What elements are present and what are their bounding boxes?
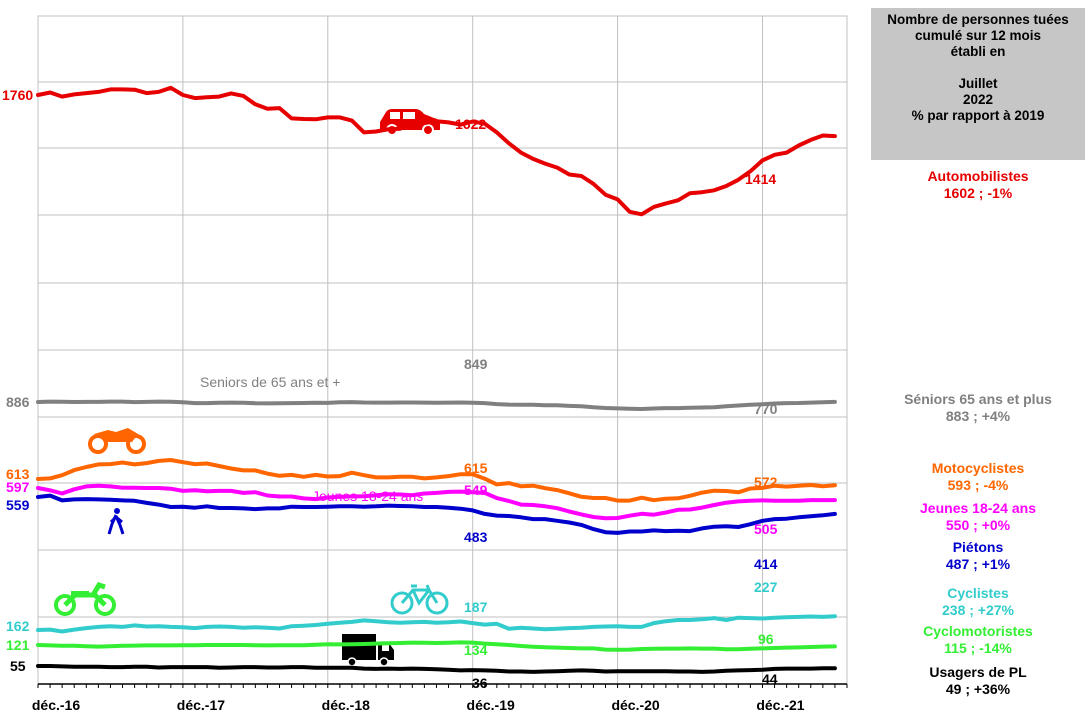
info-line-1: Nombre de personnes tuées — [887, 12, 1069, 27]
x-axis: déc.-16 déc.-17 déc.-18 déc.-19 déc.-20 déc.-… — [32, 683, 848, 713]
data-label-auto: 1760 — [2, 87, 33, 103]
data-label-jeunes: 505 — [754, 521, 778, 537]
legend-motocyclistes: Motocyclistes 593 ; -4% — [871, 460, 1085, 494]
truck-icon — [342, 634, 394, 667]
data-label-seniors: 849 — [464, 356, 488, 372]
legend-pietons: Piétons 487 ; +1% — [871, 539, 1085, 573]
data-label-cyclistes: 162 — [6, 618, 30, 634]
pedestrian-icon — [107, 508, 125, 535]
x-tick-label: déc.-16 — [32, 697, 80, 713]
chart-series — [36, 85, 837, 674]
legend-name: Cyclistes — [947, 585, 1009, 601]
info-line-6: % par rapport à 2019 — [911, 108, 1045, 123]
data-label-cyclistes: 227 — [754, 579, 778, 595]
data-label-jeunes: 549 — [464, 482, 488, 498]
data-label-moto: 615 — [464, 460, 488, 476]
x-tick-label: déc.-17 — [177, 697, 225, 713]
data-label-cyclo: 134 — [464, 642, 488, 658]
info-line-2: cumulé sur 12 mois — [914, 28, 1042, 43]
series-line-jeunes — [36, 483, 837, 521]
legend-value: 550 ; +0% — [945, 517, 1011, 533]
legend-name: Jeunes 18-24 ans — [920, 500, 1036, 516]
data-label-cyclo: 96 — [758, 631, 774, 647]
bicycle-icon — [390, 584, 449, 615]
data-label-moto: 613 — [6, 466, 30, 482]
series-line-pl — [36, 664, 837, 674]
info-spacer — [871, 60, 1085, 76]
data-label-cyclo: 121 — [6, 637, 30, 653]
legend-usagers-pl: Usagers de PL 49 ; +36% — [871, 664, 1085, 698]
data-label-auto: 1622 — [455, 116, 486, 132]
line-chart: 1760 1622 1414 886 849 770 613 615 572 597 549 505 5… — [2, 15, 848, 713]
legend-name: Séniors 65 ans et plus — [904, 391, 1052, 407]
legend-value: 49 ; +36% — [945, 681, 1011, 697]
legend-value: 593 ; -4% — [947, 477, 1009, 493]
x-tick-label: déc.-19 — [467, 697, 515, 713]
data-label-moto: 572 — [754, 474, 778, 490]
data-label-seniors: 886 — [6, 394, 30, 410]
legend-name: Piétons — [952, 539, 1004, 555]
data-label-pietons: 483 — [464, 529, 488, 545]
x-tick-label: déc.-18 — [322, 697, 370, 713]
legend-name: Motocyclistes — [931, 460, 1025, 476]
data-label-seniors: 770 — [754, 401, 778, 417]
data-label-auto: 1414 — [745, 171, 776, 187]
legend-cyclomotoristes: Cyclomotoristes 115 ; -14% — [871, 623, 1085, 657]
legend-automobilistes: Automobilistes 1602 ; -1% — [871, 168, 1085, 202]
series-line-pietons — [36, 493, 837, 535]
series-line-seniors — [36, 399, 837, 411]
data-label-pietons: 414 — [754, 556, 778, 572]
series-line-cyclistes — [36, 614, 837, 634]
motorcycle-icon — [88, 428, 146, 454]
series-line-auto — [36, 85, 837, 217]
data-label-pl: 44 — [762, 671, 778, 687]
info-year: 2022 — [962, 92, 994, 107]
moped-icon — [54, 581, 116, 616]
legend-value: 487 ; +1% — [945, 556, 1011, 572]
legend-value: 883 ; +4% — [945, 408, 1011, 424]
x-tick-label: déc.-21 — [756, 697, 804, 713]
legend-value: 238 ; +27% — [942, 602, 1014, 618]
data-label-pl: 55 — [10, 658, 26, 674]
legend-name: Cyclomotoristes — [923, 623, 1033, 639]
legend-value: 1602 ; -1% — [943, 185, 1013, 201]
legend-value: 115 ; -14% — [944, 640, 1012, 656]
data-label-pietons: 559 — [6, 497, 30, 513]
legend-cyclistes: Cyclistes 238 ; +27% — [871, 585, 1085, 619]
chart-gridlines — [37, 15, 848, 685]
series-name-label-jeunes: Jeunes 18-24 ans — [312, 488, 423, 504]
series-name-label-seniors: Seniors de 65 ans et + — [200, 374, 341, 390]
series-line-cyclo — [36, 640, 837, 652]
data-label-cyclistes: 187 — [464, 599, 488, 615]
info-line-3: établi en — [950, 44, 1006, 59]
info-box: Nombre de personnes tuées cumulé sur 12 … — [871, 8, 1085, 160]
data-label-pl: 36 — [472, 675, 488, 691]
legend-jeunes: Jeunes 18-24 ans 550 ; +0% — [871, 500, 1085, 534]
legend-name: Automobilistes — [927, 168, 1029, 184]
legend-seniors: Séniors 65 ans et plus 883 ; +4% — [871, 391, 1085, 425]
data-label-jeunes: 597 — [6, 479, 30, 495]
info-month: Juillet — [958, 76, 998, 91]
chart-data-labels: 1760 1622 1414 886 849 770 613 615 572 597 549 505 5… — [2, 87, 778, 691]
legend-name: Usagers de PL — [929, 664, 1027, 680]
x-tick-label: déc.-20 — [611, 697, 659, 713]
series-line-moto — [36, 458, 837, 503]
